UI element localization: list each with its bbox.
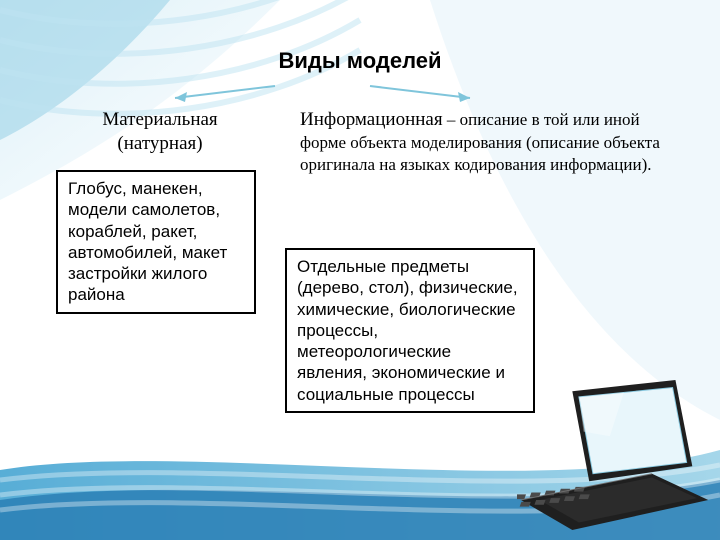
arrow-right-icon [360,82,480,102]
right-box: Отдельные предметы (дерево, стол), физич… [285,248,535,413]
slide-title: Виды моделей [0,48,720,74]
laptop-icon [517,380,712,530]
right-heading: Информационная – описание в той или иной… [300,108,680,176]
left-box: Глобус, манекен, модели самолетов, кораб… [56,170,256,314]
right-heading-lead: Информационная [300,109,443,130]
arrow-left-icon [165,82,285,102]
left-heading: Материальная (натурная) [65,108,255,156]
